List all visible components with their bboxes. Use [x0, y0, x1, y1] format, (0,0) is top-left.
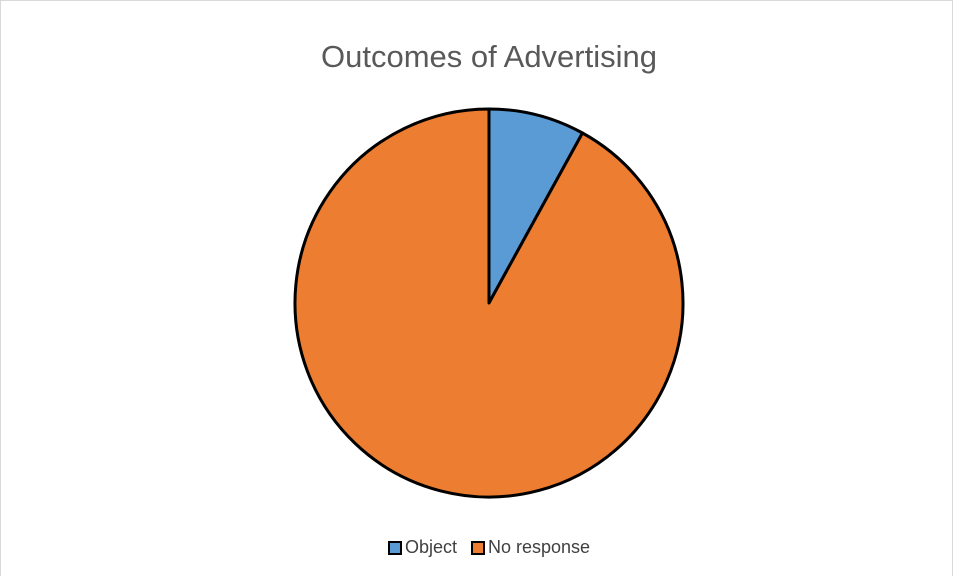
chart-title: Outcomes of Advertising — [321, 39, 657, 74]
legend: Object No response — [1, 537, 956, 558]
legend-label-no-response: No response — [487, 537, 591, 557]
pie-slice-no-response — [293, 107, 685, 499]
pie-slice-object — [487, 107, 584, 305]
legend-swatch-no-response — [470, 540, 485, 555]
legend-label-object: Object — [404, 537, 457, 557]
legend-entry-object: Object — [387, 537, 457, 558]
legend-entry-no-response: No response — [470, 537, 591, 558]
legend-swatch-object — [387, 540, 402, 555]
